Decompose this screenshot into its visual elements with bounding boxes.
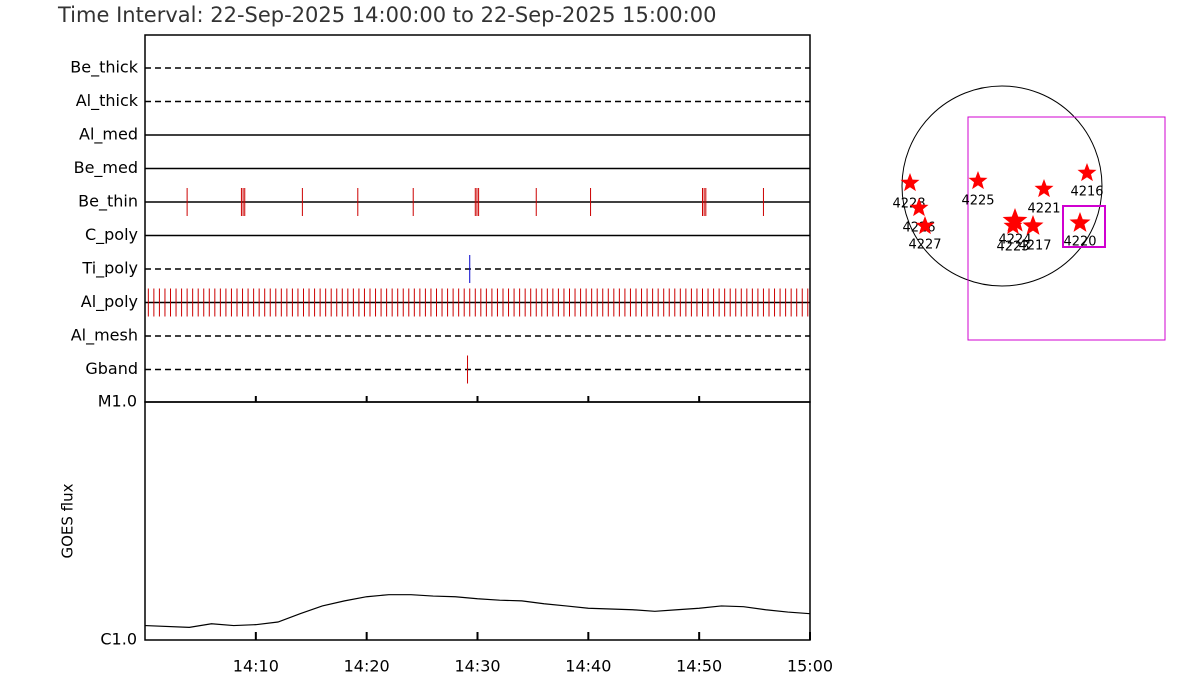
- region-star: [1077, 163, 1097, 182]
- x-tick-label: 14:50: [676, 657, 722, 676]
- fov-box: [967, 116, 1166, 341]
- row-label: Ti_poly: [81, 259, 138, 279]
- chart-title: Time Interval: 22-Sep-2025 14:00:00 to 2…: [57, 3, 716, 27]
- region-label: 4221: [1027, 202, 1060, 217]
- region-star: [1022, 215, 1044, 235]
- flux-line: [144, 594, 811, 628]
- y-tick-label: M1.0: [98, 392, 137, 411]
- y-axis-label: GOES flux: [59, 483, 77, 558]
- region-star: [900, 173, 920, 192]
- row-label: Gband: [85, 359, 138, 378]
- panel-frame: [144, 34, 811, 403]
- row-label: Al_med: [79, 125, 138, 145]
- row-label: Be_thin: [78, 192, 138, 212]
- region-star: [1069, 212, 1091, 232]
- target-box: [1062, 205, 1106, 248]
- region-label: 4225: [961, 194, 994, 209]
- region-label: 4216: [1070, 185, 1103, 200]
- region-star: [1002, 208, 1028, 232]
- region-star: [915, 216, 935, 235]
- x-tick-label: 15:00: [787, 657, 833, 676]
- row-label: Al_mesh: [71, 326, 138, 346]
- region-star: [1003, 216, 1023, 235]
- x-tick-label: 14:20: [344, 657, 390, 676]
- region-label: 4224: [998, 233, 1031, 248]
- region-label: 4223: [996, 240, 1029, 255]
- row-label: Al_poly: [81, 292, 138, 312]
- row-label: Be_thick: [70, 58, 138, 78]
- x-tick-label: 14:40: [565, 657, 611, 676]
- x-tick-label: 14:10: [233, 657, 279, 676]
- region-star: [968, 171, 988, 190]
- row-label: Be_med: [74, 158, 138, 178]
- region-label: 4217: [1018, 239, 1051, 254]
- x-tick-label: 14:30: [454, 657, 500, 676]
- row-label: C_poly: [85, 225, 138, 245]
- row-label: Al_thick: [76, 91, 139, 111]
- solar-disk: [901, 85, 1103, 287]
- sun-map: [901, 85, 1166, 341]
- y-tick-label: C1.0: [100, 630, 137, 649]
- region-star: [909, 198, 929, 217]
- region-label: 4220: [1063, 235, 1096, 250]
- region-label: 4227: [908, 238, 941, 253]
- panel-frame: [144, 401, 811, 641]
- region-star: [1034, 179, 1054, 198]
